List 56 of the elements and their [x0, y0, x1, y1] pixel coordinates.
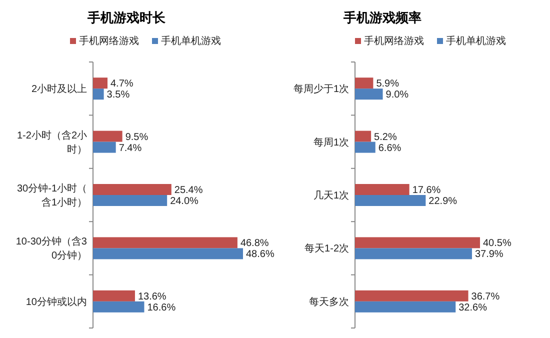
bar	[93, 184, 172, 195]
data-label: 32.6%	[458, 302, 488, 314]
y-tick-label: 10-30分钟（含30分钟）	[16, 236, 88, 262]
bar	[93, 130, 122, 142]
bar	[93, 290, 135, 302]
y-tick-label: 2小时及以上	[31, 83, 87, 96]
data-label: 7.4%	[118, 142, 142, 154]
data-label: 22.9%	[428, 196, 458, 207]
bar	[93, 248, 243, 260]
y-tick-label: 30分钟-1小时（含1小时）	[16, 182, 87, 208]
bar	[355, 290, 468, 302]
bar	[93, 78, 108, 89]
data-label: 46.8%	[240, 238, 269, 250]
bar	[355, 142, 376, 153]
data-label: 40.5%	[483, 238, 512, 250]
y-tick-label: 1-2小时（含2小时）	[16, 129, 87, 156]
bar	[93, 195, 168, 206]
data-label: 3.5%	[106, 90, 130, 101]
bar	[355, 237, 480, 248]
legend-label: 手机单机游戏	[161, 35, 221, 47]
data-label: 9.0%	[386, 90, 409, 101]
data-label: 9.5%	[125, 132, 148, 143]
data-label: 5.2%	[374, 132, 397, 143]
chart-title: 手机游戏频率	[342, 10, 422, 25]
bar	[355, 130, 372, 142]
data-label: 6.6%	[378, 142, 402, 154]
bar	[93, 88, 104, 100]
y-tick-label: 每天多次	[309, 296, 349, 308]
legend-label: 手机单机游戏	[446, 35, 506, 47]
bar	[355, 248, 472, 260]
data-label: 36.7%	[471, 291, 500, 302]
data-label: 37.9%	[474, 249, 504, 260]
data-label: 5.9%	[376, 78, 400, 90]
data-label: 17.6%	[412, 185, 441, 196]
y-tick-label: 每天1-2次	[304, 242, 349, 255]
bar	[355, 88, 383, 100]
data-label: 24.0%	[170, 196, 199, 207]
data-label: 4.7%	[110, 78, 134, 90]
legend-label: 手机网络游戏	[364, 35, 424, 47]
y-tick-label: 几天1次	[313, 190, 349, 202]
data-label: 48.6%	[246, 249, 274, 260]
data-label: 16.6%	[147, 302, 176, 314]
legend-label: 手机网络游戏	[79, 35, 139, 47]
bar	[93, 237, 238, 248]
y-tick-label: 每周少于1次	[293, 83, 349, 96]
bar	[93, 301, 144, 312]
bar	[355, 78, 374, 89]
y-tick-label: 10分钟或以内	[26, 296, 87, 308]
chart-title: 手机游戏时长	[86, 10, 166, 25]
y-tick-label: 每周1次	[313, 136, 349, 148]
bar	[93, 142, 116, 153]
data-label: 25.4%	[174, 185, 203, 196]
data-label: 13.6%	[138, 291, 166, 302]
bar	[355, 195, 426, 206]
bar	[355, 184, 410, 195]
bar	[355, 301, 456, 312]
